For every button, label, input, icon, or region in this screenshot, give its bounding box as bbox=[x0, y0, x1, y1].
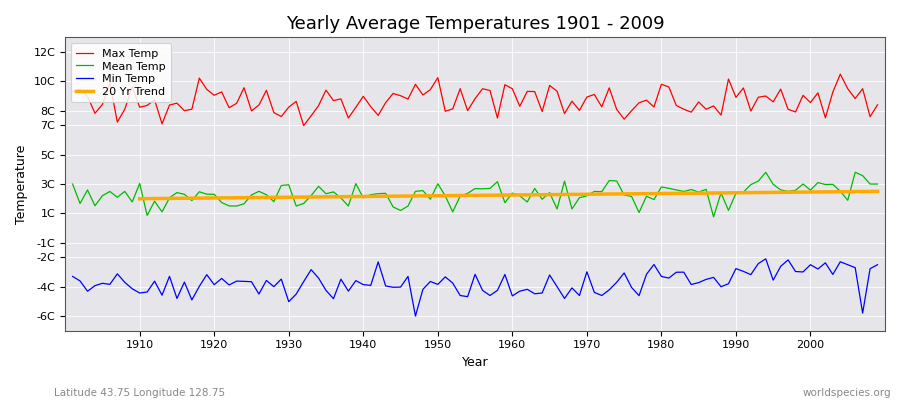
Mean Temp bbox=[708, 214, 719, 219]
Mean Temp bbox=[507, 191, 517, 196]
Mean Temp bbox=[872, 182, 883, 186]
Y-axis label: Temperature: Temperature bbox=[15, 144, 28, 224]
X-axis label: Year: Year bbox=[462, 356, 489, 369]
Max Temp bbox=[127, 84, 138, 89]
Max Temp bbox=[291, 99, 302, 104]
Max Temp bbox=[68, 89, 78, 94]
Max Temp bbox=[515, 104, 526, 109]
Line: Mean Temp: Mean Temp bbox=[73, 172, 878, 217]
Min Temp bbox=[336, 277, 346, 282]
Min Temp bbox=[127, 286, 138, 291]
Min Temp bbox=[760, 256, 771, 261]
Mean Temp bbox=[291, 204, 302, 208]
Mean Temp bbox=[597, 189, 608, 194]
20 Yr Trend bbox=[134, 196, 145, 201]
Line: 20 Yr Trend: 20 Yr Trend bbox=[140, 191, 878, 199]
Mean Temp bbox=[127, 200, 138, 204]
20 Yr Trend bbox=[276, 195, 287, 200]
Title: Yearly Average Temperatures 1901 - 2009: Yearly Average Temperatures 1901 - 2009 bbox=[286, 15, 664, 33]
Min Temp bbox=[68, 274, 78, 279]
Max Temp bbox=[343, 116, 354, 120]
20 Yr Trend bbox=[835, 189, 846, 194]
Mean Temp bbox=[68, 182, 78, 186]
Min Temp bbox=[604, 288, 615, 292]
Line: Min Temp: Min Temp bbox=[73, 259, 878, 316]
Max Temp bbox=[604, 86, 615, 90]
Mean Temp bbox=[850, 170, 860, 175]
20 Yr Trend bbox=[813, 190, 824, 194]
Mean Temp bbox=[500, 200, 510, 205]
Min Temp bbox=[515, 289, 526, 294]
Max Temp bbox=[872, 102, 883, 107]
Max Temp bbox=[835, 72, 846, 76]
20 Yr Trend bbox=[574, 192, 585, 197]
20 Yr Trend bbox=[306, 194, 317, 199]
Min Temp bbox=[410, 314, 421, 318]
Mean Temp bbox=[336, 196, 346, 200]
Legend: Max Temp, Mean Temp, Min Temp, 20 Yr Trend: Max Temp, Mean Temp, Min Temp, 20 Yr Tre… bbox=[71, 43, 171, 102]
Max Temp bbox=[507, 86, 517, 91]
Text: Latitude 43.75 Longitude 128.75: Latitude 43.75 Longitude 128.75 bbox=[54, 388, 225, 398]
Min Temp bbox=[291, 292, 302, 296]
Min Temp bbox=[872, 262, 883, 267]
Max Temp bbox=[298, 123, 309, 128]
20 Yr Trend bbox=[872, 189, 883, 194]
Line: Max Temp: Max Temp bbox=[73, 74, 878, 126]
Text: worldspecies.org: worldspecies.org bbox=[803, 388, 891, 398]
Min Temp bbox=[507, 294, 517, 298]
20 Yr Trend bbox=[515, 192, 526, 197]
